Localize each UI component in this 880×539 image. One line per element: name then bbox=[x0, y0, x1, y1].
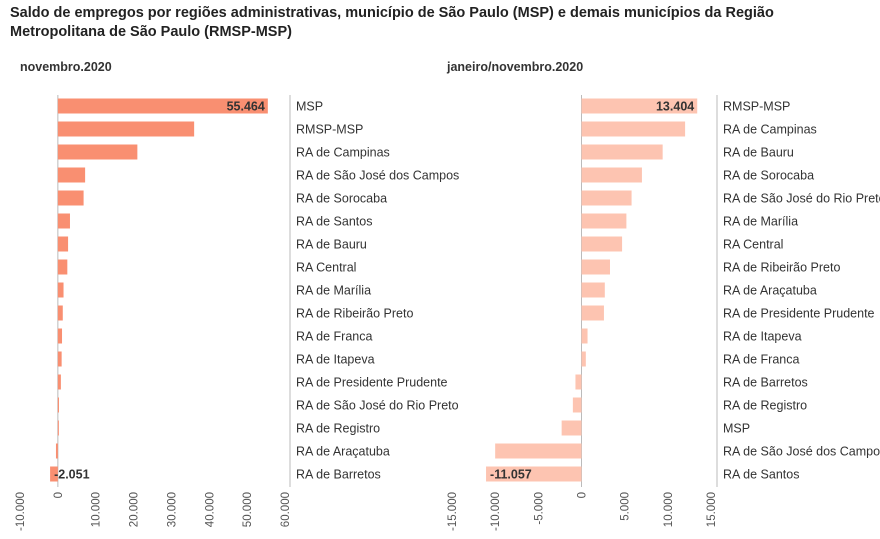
right-tick-label: 15.000 bbox=[706, 492, 718, 527]
right-category-label: RA de Franca bbox=[723, 353, 799, 367]
right-tick-label: -5.000 bbox=[533, 492, 545, 525]
left-bar bbox=[57, 397, 59, 413]
left-category-label: RA de Araçatuba bbox=[296, 445, 390, 459]
left-category-label: RA de Sorocaba bbox=[296, 192, 387, 206]
right-bar bbox=[581, 305, 604, 321]
left-bar bbox=[50, 466, 58, 482]
left-category-label: MSP bbox=[296, 100, 323, 114]
left-tick-label: 0 bbox=[53, 492, 65, 498]
left-category-label: RA Central bbox=[296, 261, 356, 275]
right-bar bbox=[575, 374, 582, 390]
left-category-label: RA de Presidente Prudente bbox=[296, 376, 448, 390]
right-bar bbox=[581, 144, 663, 160]
left-category-label: RA de São José do Rio Preto bbox=[296, 399, 459, 413]
right-category-label: RMSP-MSP bbox=[723, 100, 790, 114]
right-category-label: RA de Araçatuba bbox=[723, 284, 817, 298]
left-bar bbox=[57, 259, 68, 275]
right-category-label: RA de Itapeva bbox=[723, 330, 802, 344]
left-value-label: -2.051 bbox=[54, 468, 89, 482]
right-tick-label: 5.000 bbox=[620, 492, 632, 521]
right-category-label: RA de Ribeirão Preto bbox=[723, 261, 840, 275]
left-category-label: RA de Registro bbox=[296, 422, 380, 436]
right-tick-label: 0 bbox=[577, 492, 589, 498]
left-bar bbox=[57, 282, 64, 298]
left-category-label: RA de Marília bbox=[296, 284, 371, 298]
right-bar bbox=[581, 167, 642, 183]
right-bar bbox=[581, 213, 627, 229]
left-category-label: RA de Bauru bbox=[296, 238, 367, 252]
left-bar bbox=[57, 420, 59, 436]
right-bar bbox=[581, 121, 686, 137]
right-bar bbox=[581, 282, 605, 298]
left-bar bbox=[57, 236, 69, 252]
left-tick-label: 20.000 bbox=[129, 492, 141, 527]
right-category-label: RA de Registro bbox=[723, 399, 807, 413]
left-bar bbox=[57, 213, 70, 229]
chart-title: Saldo de empregos por regiões administra… bbox=[10, 5, 774, 40]
right-category-label: RA de Campinas bbox=[723, 123, 817, 137]
left-bar bbox=[57, 121, 195, 137]
right-category-label: RA de Barretos bbox=[723, 376, 808, 390]
left-tick-label: 10.000 bbox=[91, 492, 103, 527]
left-tick-label: 30.000 bbox=[166, 492, 178, 527]
right-bar bbox=[572, 397, 582, 413]
left-bar bbox=[57, 351, 62, 367]
left-category-label: RMSP-MSP bbox=[296, 123, 363, 137]
right-bar bbox=[581, 328, 588, 344]
right-bar bbox=[581, 190, 632, 206]
right-category-label: RA de São José do Rio Preto bbox=[723, 192, 880, 206]
right-bar bbox=[581, 259, 610, 275]
left-tick-label: 50.000 bbox=[242, 492, 254, 527]
left-bar bbox=[57, 98, 268, 114]
right-bar bbox=[495, 443, 582, 459]
left-tick-label: 60.000 bbox=[280, 492, 292, 527]
right-category-label: RA de Presidente Prudente bbox=[723, 307, 875, 321]
left-category-label: RA de Campinas bbox=[296, 146, 390, 160]
left-bar bbox=[57, 305, 63, 321]
left-bar bbox=[57, 328, 63, 344]
right-tick-label: 10.000 bbox=[663, 492, 675, 527]
left-tick-label: -10.000 bbox=[15, 492, 27, 531]
right-bar bbox=[581, 236, 623, 252]
left-category-label: RA de Santos bbox=[296, 215, 372, 229]
right-tick-label: -15.000 bbox=[447, 492, 459, 531]
right-value-label: -11.057 bbox=[490, 468, 532, 482]
left-category-label: RA de Ribeirão Preto bbox=[296, 307, 413, 321]
left-bar bbox=[57, 167, 86, 183]
left-category-label: RA de São José dos Campos bbox=[296, 169, 459, 183]
left-tick-label: 40.000 bbox=[204, 492, 216, 527]
right-category-label: RA de Bauru bbox=[723, 146, 794, 160]
left-bar bbox=[57, 190, 84, 206]
left-category-label: RA de Barretos bbox=[296, 468, 381, 482]
right-category-label: RA de Santos bbox=[723, 468, 799, 482]
right-chart-subtitle: janeiro/novembro.2020 bbox=[447, 60, 584, 74]
right-category-label: MSP bbox=[723, 422, 750, 436]
right-category-label: RA de Marília bbox=[723, 215, 798, 229]
left-category-label: RA de Itapeva bbox=[296, 353, 375, 367]
right-bar bbox=[486, 466, 582, 482]
left-bar bbox=[57, 374, 61, 390]
left-category-label: RA de Franca bbox=[296, 330, 372, 344]
right-category-label: RA de São José dos Campos bbox=[723, 445, 880, 459]
right-bar bbox=[561, 420, 582, 436]
right-category-label: RA de Sorocaba bbox=[723, 169, 814, 183]
left-bar bbox=[55, 443, 58, 459]
left-value-label: 55.464 bbox=[227, 100, 265, 114]
left-bar bbox=[57, 144, 138, 160]
right-category-label: RA Central bbox=[723, 238, 783, 252]
left-chart-subtitle: novembro.2020 bbox=[20, 60, 112, 74]
right-bar bbox=[581, 98, 698, 114]
right-value-label: 13.404 bbox=[656, 100, 694, 114]
right-tick-label: -10.000 bbox=[490, 492, 502, 531]
right-bar bbox=[581, 351, 586, 367]
